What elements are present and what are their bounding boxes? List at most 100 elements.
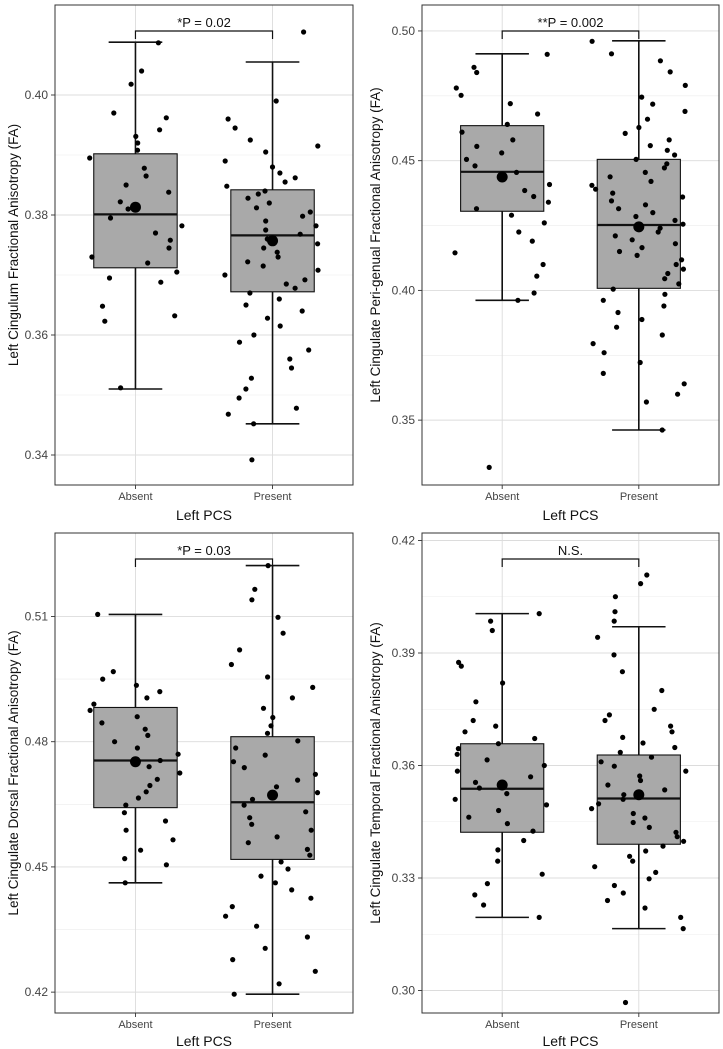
data-point bbox=[253, 205, 260, 211]
data-point bbox=[680, 926, 686, 932]
data-point bbox=[280, 630, 286, 636]
panel-border bbox=[421, 4, 720, 486]
data-point bbox=[272, 880, 278, 886]
data-point bbox=[474, 143, 480, 149]
x-axis-title: Left PCS bbox=[176, 507, 232, 523]
data-point bbox=[134, 745, 140, 751]
data-point bbox=[289, 887, 295, 893]
data-point bbox=[276, 296, 282, 302]
x-tick-label-present: Present bbox=[254, 491, 292, 503]
data-point bbox=[610, 286, 616, 292]
data-point bbox=[307, 852, 313, 858]
data-point bbox=[673, 261, 679, 268]
data-point bbox=[515, 297, 521, 303]
data-point bbox=[612, 233, 618, 239]
data-point bbox=[633, 213, 639, 220]
data-point bbox=[513, 169, 520, 175]
data-point bbox=[241, 802, 247, 808]
box-absent bbox=[460, 125, 545, 212]
data-point bbox=[268, 723, 274, 729]
data-point bbox=[630, 858, 636, 864]
data-point bbox=[117, 199, 123, 205]
data-point bbox=[223, 913, 229, 919]
y-tick-label: 0.36 bbox=[392, 759, 416, 773]
data-point bbox=[516, 229, 522, 235]
data-point bbox=[452, 250, 458, 256]
data-point bbox=[123, 802, 129, 808]
data-point bbox=[458, 663, 464, 669]
data-point bbox=[650, 210, 656, 216]
x-axis-title: Left PCS bbox=[176, 1033, 232, 1049]
data-point bbox=[157, 757, 163, 764]
data-point bbox=[306, 347, 312, 353]
data-point bbox=[661, 165, 668, 171]
data-point bbox=[231, 991, 237, 997]
data-point bbox=[615, 309, 621, 316]
data-point bbox=[99, 720, 105, 726]
data-point bbox=[107, 215, 114, 221]
data-point bbox=[536, 914, 542, 921]
y-axis-title: Left Cingulate Temporal Fractional Aniso… bbox=[368, 622, 383, 923]
y-axis-title: Left Cingulum Fractional Anisotropy (FA) bbox=[6, 124, 21, 366]
data-point bbox=[610, 190, 616, 196]
data-point bbox=[642, 169, 648, 175]
data-point bbox=[263, 149, 269, 155]
data-point bbox=[274, 834, 280, 840]
data-point bbox=[589, 182, 595, 188]
data-point bbox=[139, 68, 145, 74]
data-point bbox=[648, 754, 655, 760]
data-point bbox=[91, 701, 97, 707]
data-point bbox=[133, 682, 139, 688]
data-point bbox=[123, 182, 129, 188]
data-point bbox=[141, 165, 147, 171]
data-point bbox=[659, 427, 665, 433]
data-point bbox=[622, 130, 628, 136]
data-point bbox=[642, 202, 649, 208]
y-tick-label: 0.39 bbox=[392, 646, 416, 660]
chart-panel-2: 0.35 0.40 0.45 0.50 **P = 0.002 Absent Present… bbox=[368, 4, 720, 523]
data-point bbox=[604, 897, 611, 904]
data-point bbox=[260, 263, 266, 269]
data-point bbox=[532, 735, 538, 742]
data-point bbox=[476, 785, 482, 791]
data-point bbox=[228, 661, 234, 668]
data-point bbox=[273, 784, 280, 790]
data-point bbox=[123, 827, 129, 833]
data-point bbox=[243, 302, 249, 308]
data-point bbox=[249, 457, 255, 463]
data-point bbox=[605, 782, 611, 788]
data-point bbox=[675, 391, 681, 397]
data-point bbox=[629, 237, 635, 243]
data-point bbox=[589, 38, 595, 44]
data-point bbox=[264, 730, 271, 736]
significance-label: *P = 0.02 bbox=[177, 15, 231, 30]
data-point bbox=[651, 706, 657, 712]
data-point bbox=[462, 729, 468, 735]
data-point bbox=[121, 810, 127, 816]
data-point bbox=[530, 828, 536, 834]
data-point bbox=[233, 745, 239, 751]
data-point bbox=[489, 627, 495, 634]
data-point bbox=[222, 272, 228, 278]
data-point bbox=[642, 905, 648, 911]
data-point bbox=[680, 221, 686, 227]
data-point bbox=[484, 881, 490, 887]
data-point bbox=[89, 254, 95, 260]
data-point bbox=[143, 789, 149, 795]
data-point bbox=[308, 895, 314, 901]
data-point bbox=[295, 777, 301, 783]
data-point bbox=[655, 229, 661, 235]
data-point bbox=[265, 563, 271, 569]
data-point bbox=[611, 882, 618, 889]
data-point bbox=[637, 773, 643, 779]
data-point bbox=[679, 257, 685, 263]
significance-label: N.S. bbox=[558, 543, 583, 558]
panel-border bbox=[54, 4, 354, 486]
data-point bbox=[304, 934, 310, 940]
data-point bbox=[154, 776, 160, 782]
data-point bbox=[657, 225, 663, 231]
data-point bbox=[295, 738, 301, 744]
significance-bracket bbox=[134, 30, 274, 39]
data-point bbox=[540, 261, 546, 268]
data-point bbox=[263, 218, 269, 224]
